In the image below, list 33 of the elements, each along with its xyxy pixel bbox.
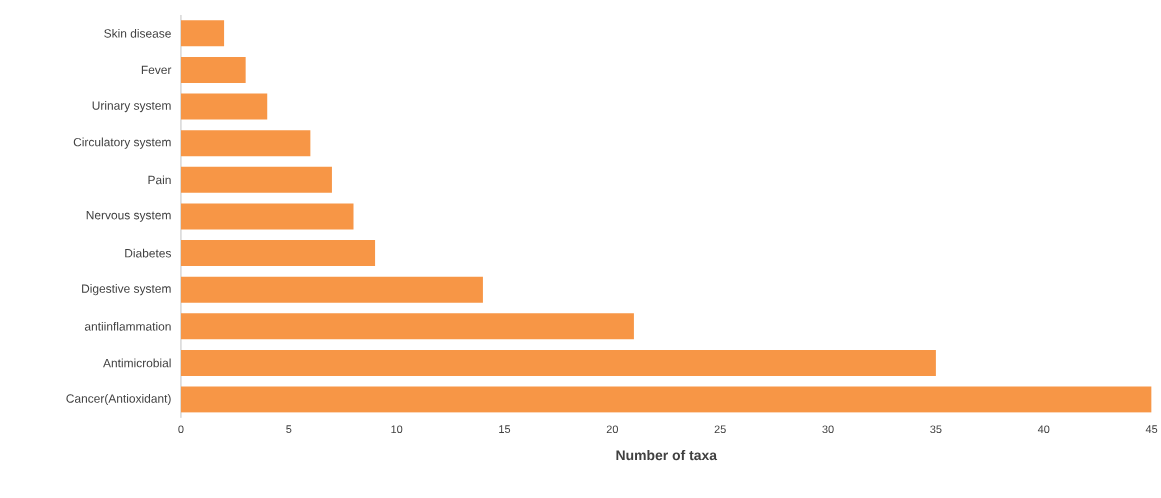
bar — [180, 57, 246, 84]
x-tick-label: 20 — [606, 425, 618, 434]
bar — [180, 166, 332, 193]
x-tick-label: 25 — [714, 425, 726, 434]
x-tick-label: 15 — [499, 425, 511, 434]
y-tick-label: Digestive system — [82, 284, 171, 296]
bar — [180, 93, 268, 120]
x-tick-label: 45 — [1145, 425, 1158, 434]
y-tick-label: Circulatory system — [73, 137, 171, 149]
y-tick-label: Cancer(Antioxidant) — [66, 394, 171, 406]
bar — [180, 130, 311, 157]
y-tick-label: Nervous system — [86, 211, 171, 222]
x-tick-label: 5 — [286, 425, 292, 434]
y-tick-label: Urinary system — [92, 101, 171, 113]
bar — [180, 240, 376, 267]
x-tick-label: 10 — [391, 425, 403, 434]
bar — [180, 203, 354, 230]
y-tick-label: Skin disease — [104, 29, 171, 38]
y-tick-label: Fever — [141, 65, 172, 75]
x-tick-label: 0 — [178, 425, 184, 434]
x-tick-label: 30 — [822, 425, 834, 434]
bar — [180, 20, 225, 47]
bar — [180, 313, 634, 340]
x-axis-title: Number of taxa — [616, 450, 718, 461]
bar — [180, 276, 483, 303]
bar — [180, 386, 1152, 413]
y-tick-label: Diabetes — [125, 248, 171, 258]
bar — [180, 350, 936, 376]
y-tick-label: Antimicrobial — [103, 358, 171, 368]
x-tick-label: 35 — [930, 425, 942, 434]
y-tick-label: Pain — [148, 175, 171, 185]
x-tick-label: 40 — [1037, 425, 1050, 434]
y-tick-label: antiinflammation — [84, 322, 171, 331]
